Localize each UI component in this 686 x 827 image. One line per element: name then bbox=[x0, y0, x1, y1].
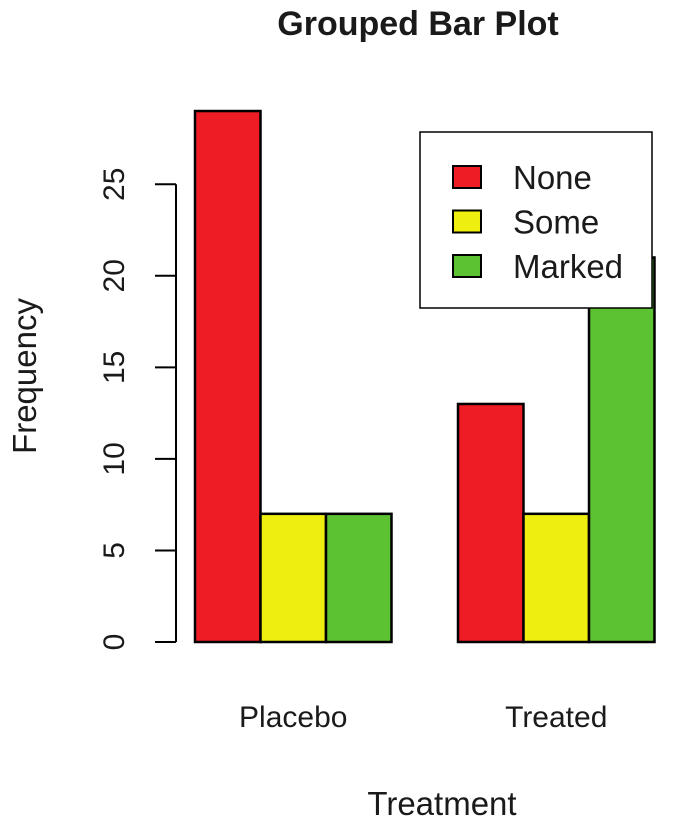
y-tick-label: 0 bbox=[98, 634, 131, 651]
bar-placebo-some bbox=[259, 512, 328, 644]
x-axis-label: Treatment bbox=[367, 785, 516, 822]
y-axis-label: Frequency bbox=[6, 298, 43, 454]
bar-treated-none bbox=[456, 402, 525, 644]
x-tick-label: Treated bbox=[505, 701, 607, 734]
x-tick-labels: Placebo Treated bbox=[239, 701, 607, 734]
legend: None Some Marked bbox=[419, 131, 653, 309]
y-axis: 0 5 10 15 20 25 bbox=[98, 168, 177, 651]
bar-placebo-none bbox=[193, 109, 262, 644]
y-tick-label: 20 bbox=[98, 259, 131, 292]
legend-swatch-none bbox=[452, 165, 482, 189]
legend-label-none: None bbox=[513, 159, 592, 196]
y-tick-label: 10 bbox=[98, 442, 131, 475]
y-tick-label: 15 bbox=[98, 351, 131, 384]
legend-swatch-some bbox=[452, 209, 482, 234]
y-tick-label: 5 bbox=[98, 542, 131, 559]
bars-group bbox=[193, 109, 656, 644]
bar-treated-some bbox=[522, 512, 591, 644]
legend-label-some: Some bbox=[513, 204, 599, 241]
chart-title: Grouped Bar Plot bbox=[277, 5, 558, 43]
x-tick-label: Placebo bbox=[239, 701, 347, 734]
bar-treated-marked bbox=[587, 256, 656, 644]
bar-placebo-marked bbox=[324, 512, 393, 644]
legend-label-marked: Marked bbox=[513, 248, 623, 285]
legend-swatch-marked bbox=[452, 254, 482, 278]
y-tick-label: 25 bbox=[98, 168, 131, 201]
